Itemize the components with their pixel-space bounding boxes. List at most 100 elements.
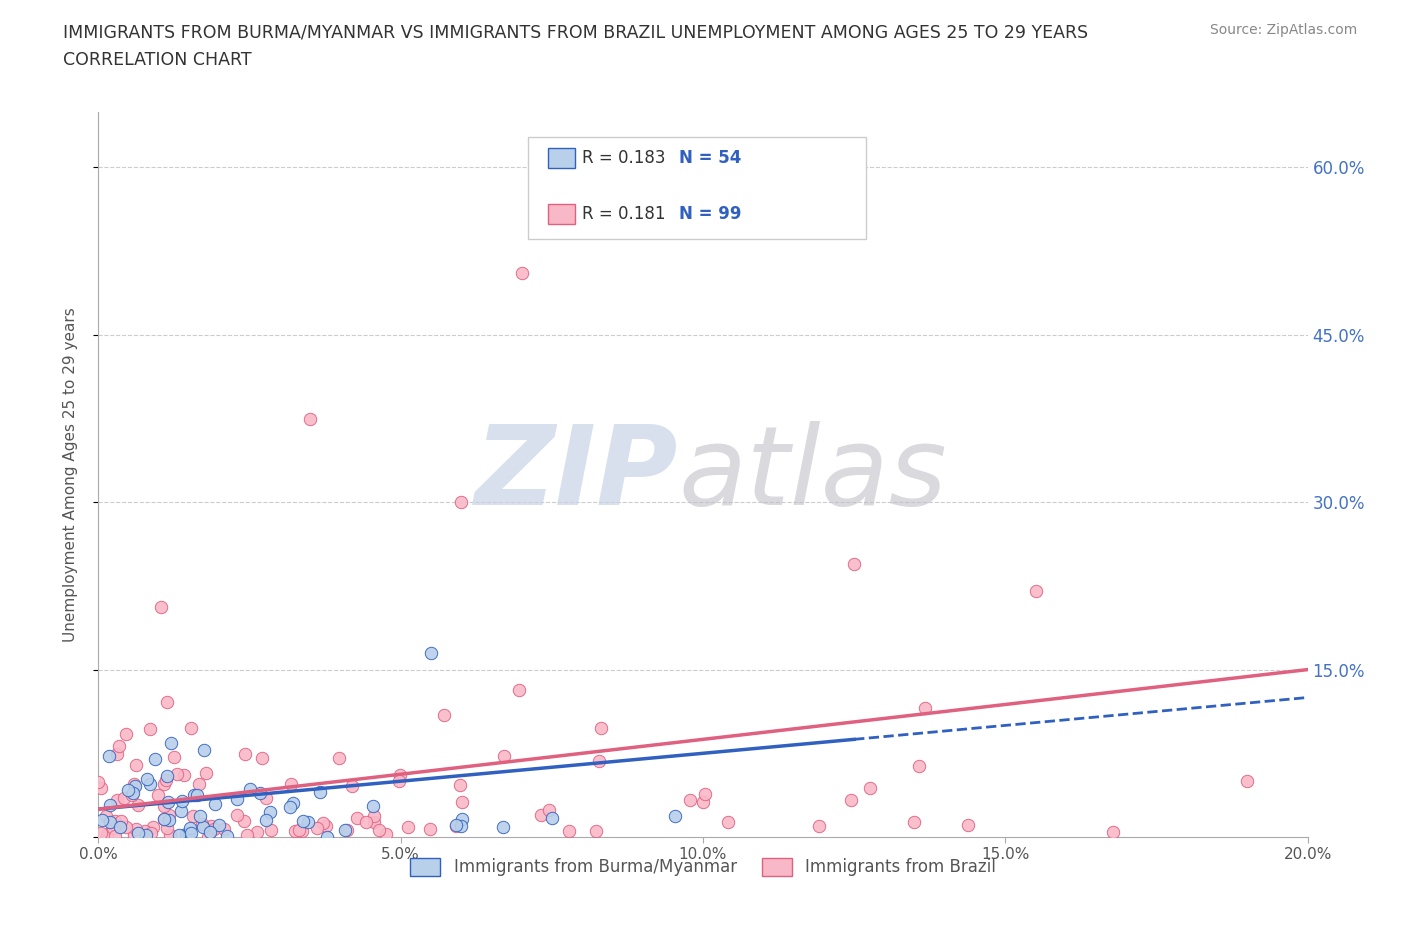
Point xyxy=(190,817,212,831)
Point xyxy=(110,813,132,828)
Point xyxy=(328,751,350,765)
Point xyxy=(537,803,560,817)
Point xyxy=(157,812,180,827)
Y-axis label: Unemployment Among Ages 25 to 29 years: Unemployment Among Ages 25 to 29 years xyxy=(63,307,77,642)
Point xyxy=(153,812,176,827)
Point xyxy=(186,788,208,803)
Point xyxy=(155,820,177,835)
Point xyxy=(156,695,179,710)
Point xyxy=(179,820,201,835)
Point xyxy=(194,766,217,781)
Point xyxy=(127,826,149,841)
Point xyxy=(190,809,212,824)
Point xyxy=(346,810,368,825)
Point xyxy=(312,815,335,830)
Point xyxy=(259,822,281,837)
Point xyxy=(245,825,267,840)
FancyBboxPatch shape xyxy=(527,137,866,239)
Point xyxy=(180,825,202,840)
Point xyxy=(388,768,411,783)
Point xyxy=(127,798,149,813)
Point xyxy=(174,827,197,842)
Text: N = 99: N = 99 xyxy=(679,205,741,223)
Point xyxy=(363,815,385,830)
Point xyxy=(450,495,472,510)
Point xyxy=(122,777,145,791)
Point xyxy=(188,777,211,791)
Point xyxy=(510,266,533,281)
Point xyxy=(315,818,337,833)
Point xyxy=(841,793,863,808)
Point xyxy=(664,809,686,824)
Point xyxy=(134,824,156,839)
Point xyxy=(122,785,145,800)
Point xyxy=(450,812,472,827)
Point xyxy=(259,804,281,819)
Point xyxy=(585,823,607,838)
Point xyxy=(396,819,419,834)
Point xyxy=(342,778,364,793)
Point xyxy=(115,819,138,834)
Point xyxy=(280,800,302,815)
Point xyxy=(156,769,179,784)
Point xyxy=(239,781,262,796)
Point xyxy=(908,759,931,774)
Point xyxy=(179,826,201,841)
Point xyxy=(451,794,474,809)
Point xyxy=(153,798,176,813)
Point xyxy=(200,825,222,840)
Text: R = 0.183: R = 0.183 xyxy=(582,149,665,167)
Point xyxy=(160,736,183,751)
Point xyxy=(96,809,118,824)
Point xyxy=(335,822,357,837)
Text: Source: ZipAtlas.com: Source: ZipAtlas.com xyxy=(1209,23,1357,37)
Point xyxy=(96,827,118,842)
Point xyxy=(254,813,277,828)
FancyBboxPatch shape xyxy=(548,204,575,224)
Point xyxy=(354,815,377,830)
Point xyxy=(170,804,193,819)
Point xyxy=(104,814,127,829)
Point xyxy=(159,828,181,843)
Point xyxy=(124,827,146,842)
Point xyxy=(181,809,204,824)
Point xyxy=(108,819,131,834)
Point xyxy=(112,790,135,805)
Point xyxy=(450,818,472,833)
Point xyxy=(388,774,411,789)
Point xyxy=(297,815,319,830)
Point xyxy=(254,791,277,806)
Point xyxy=(307,820,329,835)
Point xyxy=(91,812,114,827)
Point xyxy=(692,795,714,810)
Point xyxy=(226,807,249,822)
Point xyxy=(166,766,188,781)
Point xyxy=(183,788,205,803)
Point xyxy=(957,817,980,832)
Point xyxy=(167,828,190,843)
Point xyxy=(149,599,172,614)
Point xyxy=(419,821,441,836)
Point xyxy=(125,821,148,836)
Point xyxy=(284,823,307,838)
Text: ZIP: ZIP xyxy=(475,420,679,528)
Point xyxy=(363,798,385,813)
Point xyxy=(97,749,120,764)
Point xyxy=(142,819,165,834)
Point xyxy=(212,821,235,836)
Point xyxy=(163,750,186,764)
Point xyxy=(117,783,139,798)
Point xyxy=(420,645,443,660)
Point xyxy=(204,796,226,811)
Point xyxy=(508,683,530,698)
Point xyxy=(859,780,882,795)
Point xyxy=(363,809,385,824)
Point xyxy=(1102,825,1125,840)
Point xyxy=(108,738,131,753)
Point xyxy=(235,828,257,843)
Point xyxy=(446,817,468,832)
Point xyxy=(903,815,925,830)
Point xyxy=(844,556,866,571)
Text: atlas: atlas xyxy=(679,420,948,528)
Point xyxy=(155,773,177,788)
